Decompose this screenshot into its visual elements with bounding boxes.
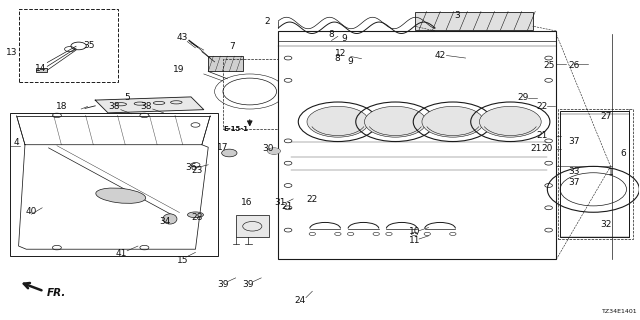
Text: 39: 39 [243, 280, 254, 289]
Text: 4: 4 [14, 138, 19, 147]
Text: 6: 6 [620, 149, 626, 158]
Text: 22: 22 [536, 102, 548, 111]
Text: 22: 22 [307, 195, 318, 204]
Bar [236, 215, 269, 237]
Circle shape [479, 106, 541, 137]
Text: 1: 1 [608, 168, 614, 177]
Bar [560, 111, 629, 237]
Text: 18: 18 [56, 102, 67, 111]
Text: 7: 7 [229, 42, 235, 52]
Ellipse shape [188, 212, 204, 218]
Text: 8: 8 [334, 53, 340, 62]
Text: 24: 24 [294, 296, 305, 305]
Text: 38: 38 [109, 102, 120, 111]
Text: FR.: FR. [47, 288, 66, 298]
Text: 21: 21 [536, 131, 548, 140]
Polygon shape [95, 97, 204, 113]
Text: 21: 21 [281, 202, 292, 211]
Text: 13: 13 [6, 48, 18, 57]
Text: 16: 16 [241, 197, 252, 206]
Text: 5: 5 [124, 93, 130, 102]
Text: 41: 41 [115, 250, 127, 259]
Text: 39: 39 [217, 280, 228, 289]
Text: 40: 40 [26, 207, 37, 216]
Text: 37: 37 [568, 179, 580, 188]
Text: 38: 38 [141, 102, 152, 111]
Text: 37: 37 [568, 137, 580, 146]
Text: 9: 9 [341, 35, 347, 44]
Text: 11: 11 [409, 236, 420, 245]
Text: 21: 21 [530, 144, 541, 153]
Text: 30: 30 [262, 144, 273, 153]
Circle shape [422, 106, 484, 137]
Text: TZ34E1401: TZ34E1401 [602, 308, 638, 314]
Circle shape [221, 149, 237, 157]
Text: 10: 10 [409, 227, 420, 236]
Bar [19, 9, 118, 82]
Text: 29: 29 [517, 93, 529, 102]
Text: 43: 43 [177, 33, 188, 42]
Text: 32: 32 [600, 220, 612, 229]
Text: 33: 33 [568, 167, 580, 176]
Bar [208, 56, 243, 71]
Text: 12: 12 [335, 49, 347, 58]
Ellipse shape [163, 214, 177, 224]
Text: 9: 9 [348, 57, 353, 66]
Bar [36, 68, 47, 72]
Text: 3: 3 [454, 11, 460, 20]
Circle shape [307, 106, 369, 137]
Text: 20: 20 [541, 144, 552, 153]
Text: 31: 31 [275, 197, 286, 206]
Text: 42: 42 [435, 51, 445, 60]
Bar [278, 31, 556, 260]
Text: 34: 34 [160, 217, 171, 226]
Text: 2: 2 [265, 17, 271, 26]
Text: 19: 19 [172, 65, 184, 74]
Circle shape [268, 148, 280, 154]
Text: 23: 23 [192, 166, 203, 175]
Text: 27: 27 [600, 112, 612, 121]
Bar [557, 109, 633, 239]
Ellipse shape [96, 188, 146, 203]
Text: 8: 8 [328, 30, 334, 39]
Text: 14: 14 [35, 64, 46, 73]
Text: 25: 25 [543, 60, 554, 69]
Bar [415, 12, 532, 30]
Text: 35: 35 [83, 41, 95, 51]
Text: 15: 15 [177, 256, 188, 265]
Bar [223, 59, 285, 129]
Circle shape [364, 106, 426, 137]
Text: 26: 26 [568, 60, 580, 69]
Text: 17: 17 [217, 143, 228, 152]
Text: 36: 36 [185, 163, 196, 172]
Text: 28: 28 [192, 213, 203, 222]
Text: E-15-1: E-15-1 [223, 126, 248, 132]
Bar [10, 114, 218, 256]
